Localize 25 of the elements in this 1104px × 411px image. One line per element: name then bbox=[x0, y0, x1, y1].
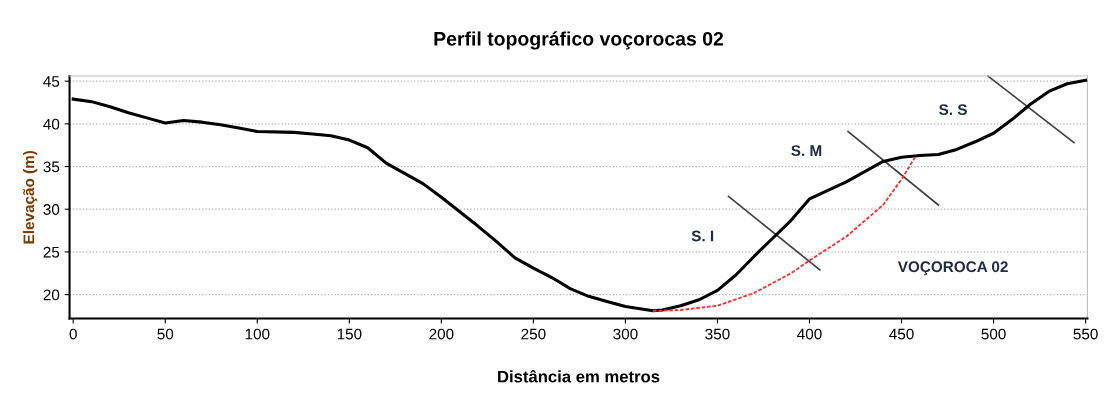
x-tick-label: 250 bbox=[521, 328, 546, 340]
y-tick-label: 40 bbox=[43, 118, 60, 130]
x-tick-label: 100 bbox=[245, 328, 270, 340]
x-tick-label: 0 bbox=[69, 328, 77, 340]
x-tick-label: 200 bbox=[429, 328, 454, 340]
annotation: VOÇOROCA 02 bbox=[897, 261, 1008, 276]
annotation: S. S bbox=[939, 104, 967, 116]
x-tick-label: 50 bbox=[157, 328, 174, 340]
y-tick-label: 30 bbox=[43, 204, 60, 215]
annotation: S. M bbox=[791, 145, 822, 157]
x-tick-label: 350 bbox=[705, 328, 730, 340]
x-tick-label: 400 bbox=[797, 328, 822, 340]
y-tick-label: 20 bbox=[43, 289, 60, 301]
x-tick-label: 300 bbox=[613, 328, 638, 340]
chart-title: Perfil topográfico voçorocas 02 bbox=[434, 31, 724, 50]
x-axis-title: Distância em metros bbox=[498, 369, 660, 383]
y-tick-label: 25 bbox=[43, 246, 60, 258]
x-tick-label: 550 bbox=[1073, 328, 1098, 340]
y-tick-label: 35 bbox=[43, 161, 60, 173]
x-tick-label: 150 bbox=[337, 328, 362, 340]
annotation: S. I bbox=[691, 230, 714, 242]
y-tick-label: 45 bbox=[43, 76, 60, 87]
x-tick-label: 450 bbox=[889, 328, 914, 340]
y-axis-title: Elevação (m) bbox=[23, 150, 38, 244]
x-tick-label: 500 bbox=[981, 328, 1006, 340]
